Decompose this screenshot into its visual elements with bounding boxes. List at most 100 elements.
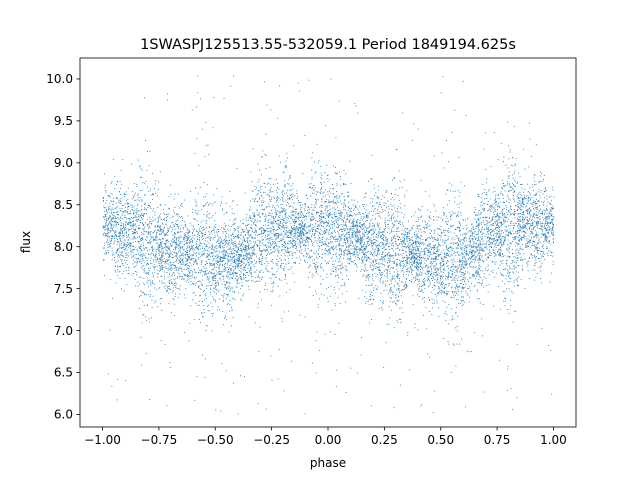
- data-point: [258, 190, 259, 192]
- data-point: [361, 227, 363, 229]
- data-point: [519, 226, 521, 227]
- data-point: [114, 216, 116, 218]
- data-point: [468, 301, 470, 303]
- data-point: [216, 229, 218, 231]
- data-point: [476, 237, 478, 239]
- data-point: [450, 216, 452, 218]
- data-point: [147, 204, 149, 206]
- data-point: [551, 213, 553, 215]
- data-point: [277, 196, 279, 198]
- data-point: [282, 199, 283, 201]
- data-point: [198, 252, 200, 254]
- data-point: [131, 251, 133, 253]
- data-point: [125, 191, 127, 193]
- data-point: [264, 182, 266, 184]
- data-point: [112, 201, 114, 203]
- data-point: [233, 223, 235, 225]
- data-point: [472, 265, 474, 267]
- data-point: [225, 243, 226, 245]
- data-point: [359, 244, 361, 245]
- data-point: [153, 272, 155, 274]
- data-point: [503, 208, 505, 209]
- data-point: [277, 378, 279, 380]
- data-point: [528, 200, 530, 202]
- data-point: [442, 241, 444, 243]
- data-point: [512, 237, 514, 239]
- data-point: [258, 257, 260, 259]
- data-point: [390, 260, 392, 262]
- data-point: [226, 267, 228, 268]
- data-point: [352, 234, 354, 236]
- data-point: [363, 244, 365, 246]
- data-point: [320, 293, 322, 295]
- data-point: [483, 286, 485, 288]
- data-point: [528, 257, 530, 259]
- data-point: [536, 256, 537, 257]
- data-point: [438, 235, 440, 236]
- data-point: [404, 235, 406, 237]
- data-point: [249, 256, 251, 258]
- data-point: [190, 258, 192, 260]
- data-point: [366, 215, 367, 217]
- data-point: [184, 274, 186, 276]
- data-point: [233, 292, 235, 294]
- data-point: [234, 260, 236, 262]
- data-point: [188, 232, 190, 233]
- data-point: [287, 247, 289, 249]
- data-point: [174, 239, 175, 241]
- data-point: [224, 264, 226, 266]
- data-point: [369, 261, 371, 263]
- data-point: [330, 273, 332, 275]
- data-point: [242, 230, 244, 232]
- data-point: [520, 239, 522, 241]
- data-point: [426, 245, 428, 246]
- data-point: [312, 295, 314, 297]
- data-point: [471, 261, 473, 263]
- data-point: [234, 271, 236, 273]
- data-point: [537, 243, 539, 245]
- data-point: [222, 243, 224, 244]
- data-point: [259, 259, 261, 261]
- data-point: [403, 237, 405, 239]
- data-point: [443, 231, 445, 233]
- data-point: [261, 250, 263, 252]
- data-point: [551, 208, 553, 210]
- data-point: [283, 390, 285, 392]
- data-point: [517, 209, 519, 210]
- data-point: [383, 290, 385, 292]
- data-point: [514, 223, 516, 225]
- data-point: [302, 204, 304, 206]
- data-point: [133, 229, 135, 230]
- data-point: [218, 240, 220, 241]
- data-point: [183, 237, 184, 239]
- data-point: [167, 229, 169, 231]
- data-point: [466, 253, 468, 255]
- data-point: [523, 212, 525, 213]
- data-point: [513, 280, 515, 282]
- data-point: [149, 262, 151, 264]
- data-point: [459, 203, 461, 205]
- data-point: [259, 271, 260, 273]
- data-point: [553, 237, 555, 239]
- data-point: [281, 267, 283, 269]
- data-point: [202, 235, 204, 237]
- data-point: [114, 230, 116, 232]
- data-point: [167, 285, 169, 287]
- data-point: [435, 256, 437, 258]
- data-point: [368, 211, 370, 213]
- data-point: [251, 236, 253, 238]
- data-point: [205, 260, 207, 262]
- data-point: [490, 232, 491, 234]
- data-point: [414, 259, 416, 261]
- data-point: [292, 252, 293, 254]
- data-point: [408, 220, 409, 222]
- data-point: [477, 274, 479, 276]
- data-point: [406, 190, 408, 192]
- data-point: [293, 244, 295, 246]
- data-point: [464, 258, 466, 260]
- data-point: [297, 226, 299, 228]
- data-point: [459, 261, 461, 263]
- data-point: [224, 268, 225, 270]
- data-point: [300, 226, 302, 228]
- data-point: [209, 239, 211, 241]
